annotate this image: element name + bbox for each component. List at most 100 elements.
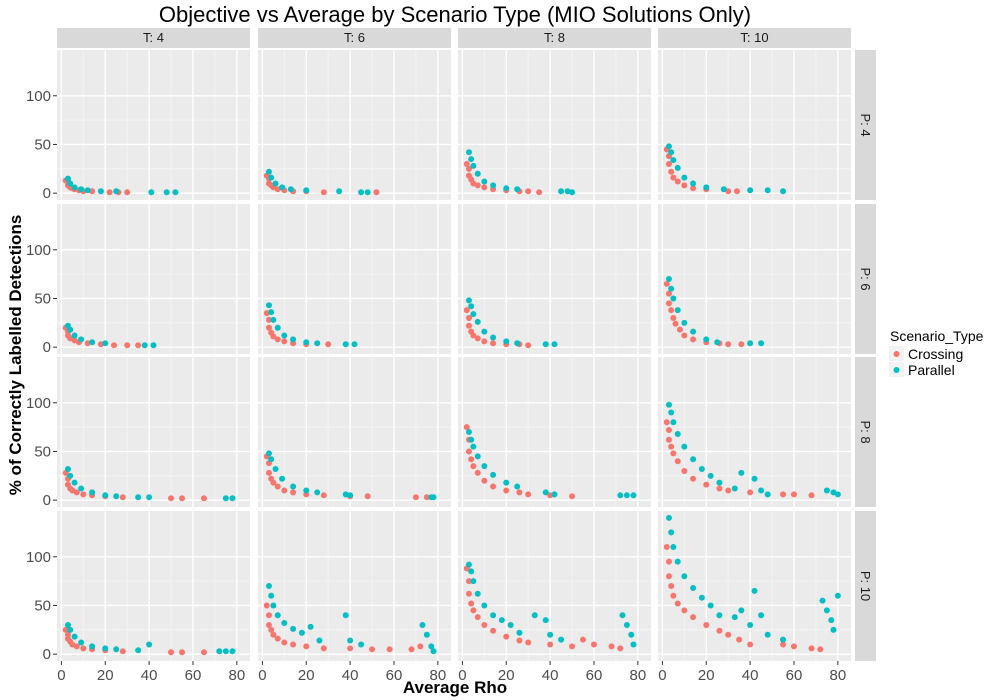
panel-background (57, 511, 250, 661)
data-point-parallel (764, 491, 771, 498)
data-point-crossing (274, 336, 281, 343)
data-point-parallel (747, 187, 754, 194)
data-point-parallel (89, 489, 96, 496)
data-point-parallel (558, 188, 565, 195)
x-tick-label: 80 (228, 667, 245, 684)
data-point-crossing (369, 646, 376, 653)
legend-title: Scenario_Type (890, 328, 984, 344)
data-point-parallel (303, 487, 310, 494)
data-point-crossing (481, 477, 488, 484)
facet-panel: 0 50 100 0 20 40 60 80 (26, 511, 250, 684)
data-point-crossing (468, 600, 475, 607)
data-point-parallel (514, 186, 521, 193)
data-point-crossing (73, 643, 80, 650)
panel-background (458, 204, 651, 354)
data-point-crossing (733, 188, 740, 195)
x-tick-label: 40 (742, 667, 759, 684)
data-point-crossing (320, 492, 327, 499)
data-point-crossing (470, 332, 477, 339)
data-point-crossing (465, 165, 472, 172)
data-point-crossing (690, 336, 697, 343)
data-point-crossing (465, 578, 472, 585)
x-tick-label: 40 (342, 667, 359, 684)
row-strip (855, 511, 876, 661)
row-strip-label: P: 4 (858, 113, 873, 136)
panel-background (658, 204, 851, 354)
data-point-parallel (89, 643, 96, 650)
data-point-crossing (665, 300, 672, 307)
facet-panel (658, 357, 851, 507)
panel-background (258, 204, 451, 354)
data-point-crossing (817, 646, 824, 653)
facet-panel (458, 50, 651, 200)
data-point-crossing (663, 280, 670, 287)
y-tick-label: 0 (43, 185, 51, 202)
data-point-parallel (135, 494, 142, 501)
legend-label: Crossing (908, 346, 963, 362)
data-point-parallel (630, 492, 637, 499)
data-point-parallel (834, 592, 841, 599)
data-point-parallel (665, 514, 672, 521)
data-point-parallel (272, 180, 279, 187)
chart-title: Objective vs Average by Scenario Type (M… (159, 2, 751, 27)
y-tick-label: 50 (34, 290, 51, 307)
data-point-parallel (703, 184, 710, 191)
data-point-crossing (474, 335, 481, 342)
data-point-crossing (736, 636, 743, 643)
data-point-parallel (490, 182, 497, 189)
data-point-parallel (698, 594, 705, 601)
facet-panel (658, 50, 851, 200)
data-point-parallel (303, 187, 310, 194)
data-point-parallel (503, 185, 510, 192)
data-point-crossing (80, 645, 87, 652)
y-tick-label: 100 (26, 242, 51, 259)
data-point-parallel (347, 637, 354, 644)
data-point-parallel (690, 328, 697, 335)
data-point-parallel (102, 492, 109, 499)
data-point-parallel (668, 409, 675, 416)
data-point-parallel (503, 338, 510, 345)
data-point-crossing (747, 641, 754, 648)
row-strip (855, 204, 876, 354)
data-point-crossing (270, 479, 277, 486)
data-point-parallel (516, 629, 523, 636)
data-point-crossing (808, 492, 815, 499)
data-point-parallel (303, 339, 310, 346)
data-point-parallel (780, 636, 787, 643)
panel-background (258, 511, 451, 661)
data-point-parallel (229, 495, 236, 502)
data-point-crossing (547, 641, 554, 648)
data-point-crossing (168, 495, 175, 502)
data-point-crossing (265, 469, 272, 476)
data-point-parallel (268, 456, 275, 463)
facet-panel: 0 50 100 (26, 204, 250, 356)
data-point-crossing (465, 314, 472, 321)
data-point-parallel (830, 626, 837, 633)
panel-background (258, 357, 451, 507)
data-point-crossing (119, 494, 126, 501)
facet-panels: T: 4 T: 6 T: 8 T: 10 P: 4 P: 6 P: 8 P: 10 0 50 100… (26, 28, 876, 684)
data-point-parallel (78, 639, 85, 646)
x-tick-label: 20 (97, 667, 114, 684)
x-tick-label: 60 (185, 667, 202, 684)
data-point-crossing (200, 495, 207, 502)
data-point-parallel (681, 443, 688, 450)
data-point-crossing (670, 314, 677, 321)
x-tick-label: 0 (258, 667, 266, 684)
data-point-parallel (287, 186, 294, 193)
data-point-crossing (790, 643, 797, 650)
data-point-crossing (386, 646, 393, 653)
x-tick-label: 20 (498, 667, 515, 684)
data-point-crossing (463, 160, 470, 167)
column-strip-label: T: 6 (344, 30, 365, 45)
data-point-crossing (668, 307, 675, 314)
facet-panel (258, 357, 451, 507)
data-point-parallel (569, 189, 576, 196)
facet-panel: 0 50 100 (26, 50, 250, 202)
data-point-crossing (665, 436, 672, 443)
data-point-crossing (536, 189, 543, 196)
data-point-parallel (628, 631, 635, 638)
data-point-parallel (690, 456, 697, 463)
data-point-parallel (141, 342, 148, 349)
